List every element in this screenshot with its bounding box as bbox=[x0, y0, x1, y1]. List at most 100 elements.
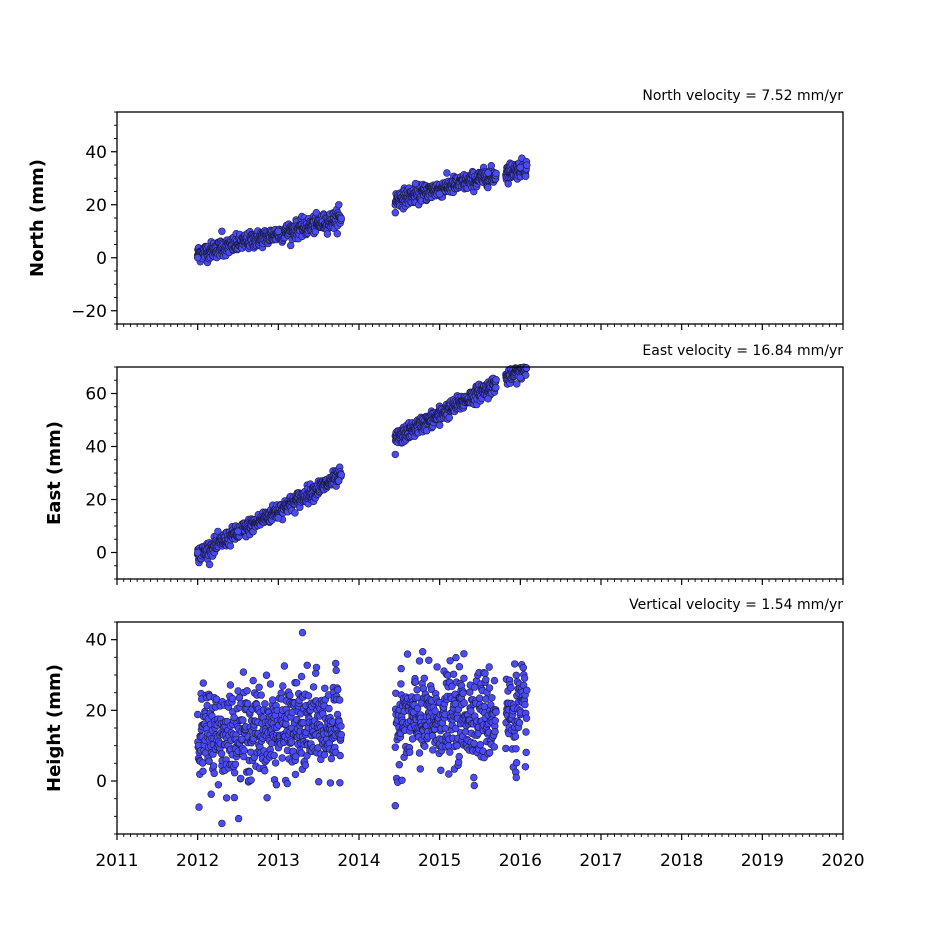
east-point bbox=[484, 395, 492, 403]
height-point bbox=[522, 728, 530, 736]
height-point bbox=[395, 760, 403, 769]
height-point bbox=[521, 700, 529, 709]
north-point bbox=[218, 227, 226, 236]
height-point bbox=[271, 759, 280, 767]
north-point bbox=[391, 209, 399, 217]
height-point bbox=[262, 671, 271, 679]
north-point bbox=[521, 172, 530, 180]
height-point bbox=[199, 679, 208, 687]
east-point bbox=[205, 560, 214, 569]
height-point bbox=[199, 767, 207, 775]
height-point bbox=[336, 779, 344, 787]
height-point bbox=[326, 779, 335, 787]
height-point bbox=[304, 692, 313, 700]
east-point bbox=[516, 373, 524, 382]
height-point bbox=[470, 773, 478, 782]
height-point bbox=[452, 724, 460, 733]
north-velocity-label: North velocity = 7.52 mm/yr bbox=[642, 88, 843, 104]
height-point bbox=[415, 657, 424, 665]
height-point bbox=[486, 748, 494, 757]
height-point bbox=[425, 656, 433, 664]
height-point bbox=[511, 732, 520, 741]
east-point bbox=[522, 364, 531, 372]
x-tick-label: 2014 bbox=[337, 851, 380, 871]
east-y-tick-label: 0 bbox=[96, 544, 107, 564]
height-point bbox=[433, 663, 441, 671]
north-point bbox=[337, 214, 345, 223]
north-panel: North velocity = 7.52 mm/yr North (mm) −… bbox=[27, 88, 844, 330]
height-point bbox=[459, 689, 467, 697]
east-panel: East velocity = 16.84 mm/yr East (mm) 0 2… bbox=[44, 343, 844, 585]
east-y-tick-label: 40 bbox=[85, 438, 107, 458]
height-point bbox=[515, 719, 524, 727]
east-y-axis-label: East (mm) bbox=[44, 421, 65, 525]
x-tick-label: 2019 bbox=[741, 851, 784, 871]
east-point bbox=[445, 413, 453, 422]
height-point bbox=[519, 663, 527, 672]
height-point bbox=[230, 713, 238, 722]
north-point bbox=[323, 230, 332, 238]
height-point bbox=[234, 814, 243, 823]
height-point bbox=[261, 767, 269, 775]
height-point bbox=[481, 669, 489, 678]
height-point bbox=[466, 688, 474, 696]
height-point bbox=[460, 650, 468, 658]
height-point bbox=[266, 680, 275, 688]
height-point bbox=[444, 742, 453, 750]
x-tick-label: 2017 bbox=[579, 851, 622, 871]
height-point bbox=[476, 740, 485, 749]
height-point bbox=[291, 770, 300, 779]
height-point bbox=[195, 803, 203, 811]
x-tick-label: 2016 bbox=[499, 851, 542, 871]
north-point bbox=[443, 169, 451, 177]
height-point bbox=[512, 745, 520, 753]
vertical-velocity-label: Vertical velocity = 1.54 mm/yr bbox=[629, 597, 843, 613]
height-point bbox=[209, 762, 218, 770]
height-point bbox=[334, 686, 342, 694]
height-point bbox=[475, 694, 484, 702]
height-point bbox=[249, 676, 257, 685]
height-y-tick-label: 20 bbox=[85, 701, 107, 721]
north-y-tick-label: 20 bbox=[85, 196, 107, 216]
height-point bbox=[309, 683, 318, 691]
north-axes: −20 0 20 40 bbox=[71, 111, 844, 330]
height-point bbox=[437, 766, 445, 774]
height-point bbox=[419, 647, 427, 656]
height-point bbox=[222, 794, 231, 802]
height-point bbox=[239, 668, 248, 676]
east-point bbox=[391, 450, 399, 459]
height-point bbox=[257, 691, 265, 699]
height-point bbox=[491, 727, 499, 736]
north-point bbox=[436, 190, 444, 198]
height-y-axis-label: Height (mm) bbox=[44, 664, 65, 792]
height-point bbox=[470, 739, 478, 748]
height-point bbox=[240, 746, 248, 755]
north-point bbox=[274, 227, 282, 236]
height-y-tick-label: 0 bbox=[96, 772, 107, 792]
height-point bbox=[453, 741, 461, 750]
north-point bbox=[194, 254, 202, 262]
height-point bbox=[448, 682, 456, 690]
height-point bbox=[299, 718, 307, 727]
height-point bbox=[449, 670, 458, 678]
north-point bbox=[287, 241, 295, 250]
height-data-points bbox=[194, 628, 531, 828]
height-point bbox=[485, 663, 493, 671]
height-point bbox=[261, 700, 269, 708]
height-point bbox=[312, 663, 321, 672]
height-point bbox=[218, 819, 226, 828]
height-plot-frame bbox=[116, 621, 844, 835]
north-y-tick-label: 0 bbox=[96, 249, 107, 269]
height-point bbox=[297, 672, 306, 681]
height-point bbox=[445, 770, 453, 778]
height-point bbox=[336, 696, 344, 704]
east-point bbox=[194, 548, 202, 557]
height-point bbox=[205, 757, 213, 765]
height-point bbox=[244, 699, 252, 708]
height-point bbox=[270, 751, 278, 760]
height-point bbox=[470, 781, 478, 790]
height-point bbox=[490, 743, 498, 751]
height-point bbox=[337, 730, 345, 739]
height-point bbox=[286, 691, 294, 700]
north-y-tick-label: −20 bbox=[71, 302, 107, 322]
